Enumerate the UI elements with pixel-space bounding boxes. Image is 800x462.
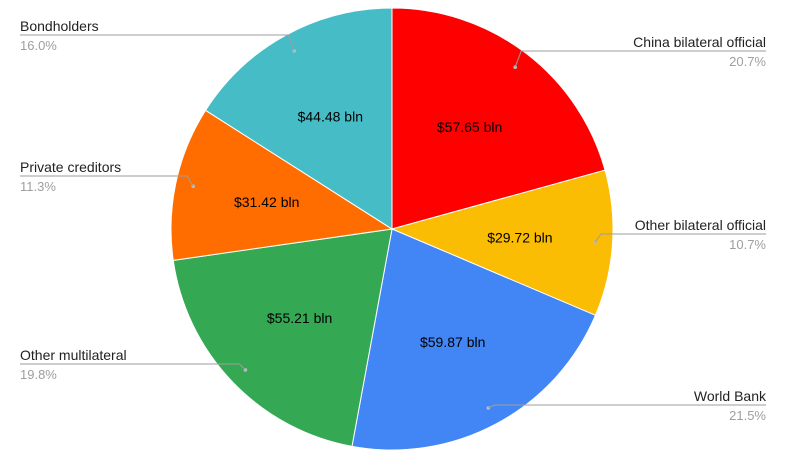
callout-line-bondholders (20, 34, 295, 51)
callout-line-world-bank (488, 404, 766, 409)
pie-slice-china-bilateral-official[interactable] (391, 7, 606, 230)
slice-value-label-other-bilateral-official: $29.72 bln (487, 229, 552, 245)
callout-percent-world-bank: 21.5% (729, 408, 766, 423)
callout-name-china-bilateral-official: China bilateral official (633, 34, 766, 50)
callout-percent-bondholders: 16.0% (20, 38, 57, 53)
callout-line-private-creditors (20, 175, 194, 187)
callout-name-private-creditors: Private creditors (20, 159, 121, 175)
pie-slice-other-bilateral-official[interactable] (390, 169, 614, 317)
pie-slice-value-labels: $57.65 bln $29.72 bln $59.87 bln $55.21 bln… (234, 109, 553, 350)
callout-percent-private-creditors: 11.3% (20, 179, 56, 194)
pie-slice-private-creditors[interactable] (170, 109, 394, 261)
slice-value-label-bondholders: $44.48 bln (298, 109, 363, 125)
slice-value-label-china-bilateral-official: $57.65 bln (437, 119, 502, 135)
callout-line-other-bilateral-official (594, 233, 766, 243)
callout-name-other-multilateral: Other multilateral (20, 347, 127, 363)
pie-slice-other-multilateral[interactable] (172, 228, 393, 447)
callout-name-bondholders: Bondholders (20, 18, 99, 34)
callout-line-china-bilateral-official (514, 50, 766, 68)
slice-value-label-other-multilateral: $55.21 bln (267, 310, 332, 326)
pie-slices (170, 7, 614, 451)
callout-line-other-multilateral (20, 363, 246, 371)
slice-value-label-private-creditors: $31.42 bln (234, 194, 299, 210)
slice-value-label-world-bank: $59.87 bln (420, 334, 485, 350)
pie-slice-world-bank[interactable] (351, 228, 597, 451)
callout-percent-other-bilateral-official: 10.7% (729, 237, 766, 252)
callout-name-world-bank: World Bank (694, 388, 767, 404)
callout-percent-china-bilateral-official: 20.7% (729, 54, 766, 69)
callout-name-other-bilateral-official: Other bilateral official (635, 217, 766, 233)
callout-percent-other-multilateral: 19.8% (20, 367, 57, 382)
pie-callouts: China bilateral official 20.7% Other bilat… (20, 18, 767, 423)
